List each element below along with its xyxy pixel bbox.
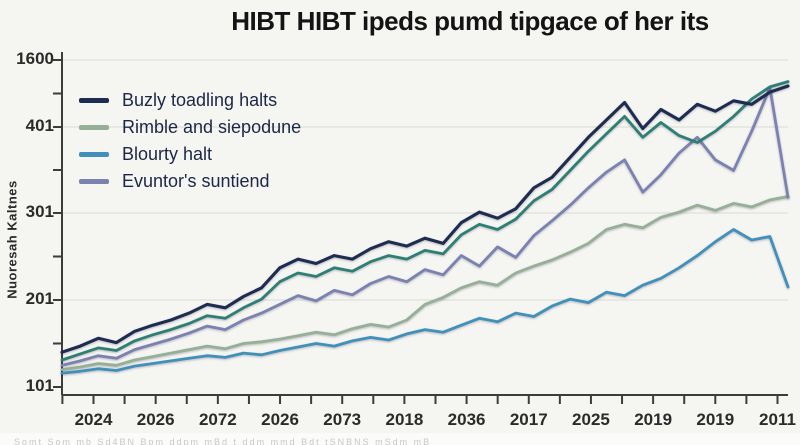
legend-label: Buzly toadling halts bbox=[122, 90, 278, 110]
y-tick-label: 301 bbox=[25, 202, 54, 221]
x-tick-label: 2019 bbox=[634, 410, 673, 429]
y-tick-label: 201 bbox=[25, 289, 54, 308]
chart-title: HIBT HIBT ipeds pumd tipgace of her its bbox=[231, 6, 709, 36]
series-line-rimble-and-siepodune bbox=[60, 195, 790, 372]
series-line-unlabeled-teal-series bbox=[60, 80, 790, 362]
x-tick-label: 2017 bbox=[509, 410, 548, 429]
x-tick-label: 2018 bbox=[385, 410, 424, 429]
x-tick-label: 2025 bbox=[572, 410, 610, 429]
legend-swatch-icon bbox=[79, 98, 109, 103]
series-line-buzly-toadling-halts bbox=[60, 84, 790, 354]
x-tick-label: 2036 bbox=[447, 410, 486, 429]
legend-item: Rimble and siepodune bbox=[79, 114, 301, 141]
legend-swatch-icon bbox=[79, 152, 109, 157]
series-line-blourty-halt bbox=[60, 228, 790, 375]
x-tick-label: 2026 bbox=[261, 410, 299, 429]
series-line-evuntor-s-suntiend bbox=[60, 86, 790, 367]
y-tick-label: 1600 bbox=[16, 49, 54, 68]
legend-swatch-icon bbox=[79, 125, 109, 130]
x-tick-label: 2024 bbox=[74, 410, 113, 429]
legend-item: Evuntor's suntiend bbox=[79, 168, 301, 195]
x-tick-label: 2011 bbox=[759, 410, 796, 429]
x-tick-label: 2072 bbox=[198, 410, 237, 429]
legend-item: Blourty halt bbox=[79, 141, 301, 168]
legend-label: Blourty halt bbox=[122, 144, 213, 164]
x-tick-label: 2026 bbox=[136, 410, 175, 429]
x-tick-label: 2019 bbox=[696, 410, 735, 429]
legend: Buzly toadling halts Rimble and siepodune… bbox=[79, 87, 301, 195]
legend-label: Rimble and siepodune bbox=[122, 117, 302, 137]
x-tick-label: 2073 bbox=[323, 410, 362, 429]
y-tick-label: 401 bbox=[25, 116, 54, 135]
legend-label: Evuntor's suntiend bbox=[122, 171, 270, 191]
footnote-text: Somt Som mb Sd4BN Bpm ddpm mBd t ddm mmd… bbox=[14, 437, 432, 445]
bottom-strip bbox=[0, 433, 800, 445]
legend-item: Buzly toadling halts bbox=[79, 87, 301, 114]
y-tick-label: 101 bbox=[25, 376, 54, 395]
legend-swatch-icon bbox=[79, 179, 109, 184]
